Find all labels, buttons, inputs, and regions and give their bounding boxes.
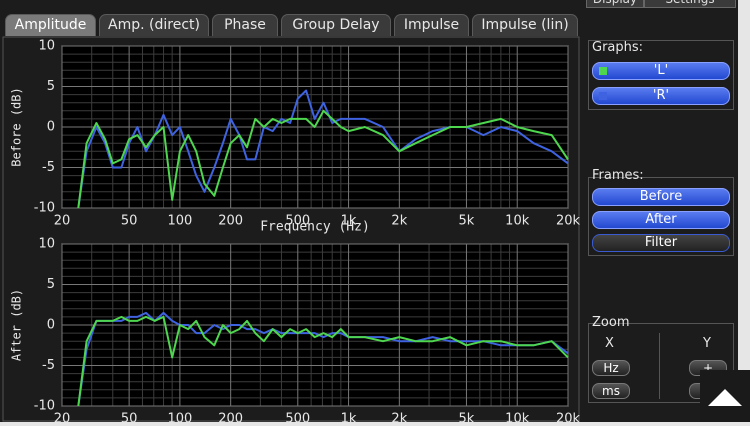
x-tick-label: 20k: [556, 214, 581, 229]
group-label: Frames:: [592, 168, 644, 183]
app-window: Amplitude Amp. (direct) Phase Group Dela…: [0, 0, 738, 422]
axis-label: X: [605, 336, 614, 351]
frame-button[interactable]: Before: [592, 188, 730, 206]
frame-button[interactable]: Filter: [592, 234, 730, 252]
x-tick-label: 200: [218, 412, 243, 423]
graph-label: 'L': [653, 63, 669, 78]
y-tick-label: 10: [38, 237, 55, 252]
side-tab[interactable]: Settings: [644, 0, 736, 8]
x-tick-label: 2k: [391, 214, 407, 229]
frames-group: [588, 177, 734, 256]
x-tick-label: 500: [285, 214, 310, 229]
x-tick-label: 1k: [341, 214, 357, 229]
y-tick-label: 10: [38, 39, 55, 54]
axis-label: Y: [703, 336, 711, 351]
y-tick-label: -5: [42, 160, 55, 175]
zoom-button[interactable]: ms: [592, 383, 630, 399]
graphs-group: [588, 40, 734, 110]
frame-button[interactable]: After: [592, 211, 730, 229]
y-axis-label: Before (dB): [10, 87, 24, 166]
legend-swatch: [599, 67, 607, 75]
x-tick-label: 2k: [391, 412, 407, 423]
x-tick-label: 100: [167, 214, 192, 229]
y-tick-label: 5: [47, 79, 55, 94]
tab[interactable]: Amplitude: [5, 14, 96, 36]
y-tick-label: 0: [47, 318, 55, 333]
y-tick-label: -5: [42, 358, 55, 373]
y-axis-label: After (dB): [10, 289, 24, 361]
x-tick-label: 50: [121, 214, 138, 229]
group-label: Zoom: [592, 315, 630, 330]
tab[interactable]: Phase: [212, 14, 278, 36]
x-tick-label: 20k: [556, 412, 581, 423]
tab[interactable]: Amp. (direct): [99, 14, 209, 36]
side-tab[interactable]: Display: [586, 0, 644, 8]
chart-frame: [2, 36, 580, 422]
zoom-button[interactable]: Hz: [592, 360, 630, 376]
y-tick-label: 0: [47, 120, 55, 135]
y-tick-label: -10: [34, 201, 55, 216]
x-tick-label: 20: [54, 412, 71, 423]
x-tick-label: 100: [167, 412, 192, 423]
series-line: [77, 109, 569, 209]
x-tick-label: 50: [121, 412, 138, 423]
charts: 20 50 100 200 500 1k 2k 5k 10k 20k-10-50510Freque…: [2, 36, 581, 423]
x-tick-label: 1k: [341, 412, 357, 423]
series-line: [77, 89, 569, 209]
x-axis-label: Frequency (Hz): [260, 220, 370, 235]
graph-button[interactable]: 'R': [592, 87, 730, 105]
group-label: Graphs:: [592, 40, 644, 55]
divider: [659, 333, 660, 399]
legend-swatch: [599, 92, 607, 100]
y-tick-label: -10: [34, 399, 55, 414]
x-tick-label: 10k: [505, 214, 530, 229]
graph-button[interactable]: 'L': [592, 62, 730, 80]
x-tick-label: 20: [54, 214, 71, 229]
zoom-group: [588, 323, 734, 403]
tab[interactable]: Impulse (lin): [472, 14, 578, 36]
arrow-icon: [708, 389, 742, 406]
tab[interactable]: Impulse: [394, 14, 469, 36]
x-tick-label: 200: [218, 214, 243, 229]
series-line: [77, 315, 569, 407]
arrow: [708, 389, 742, 406]
scroll-up-button[interactable]: [700, 370, 750, 422]
graph-label: 'R': [652, 88, 670, 103]
x-tick-label: 500: [285, 412, 310, 423]
y-tick-label: 5: [47, 277, 55, 292]
x-tick-label: 5k: [459, 214, 475, 229]
x-tick-label: 5k: [459, 412, 475, 423]
tab[interactable]: Group Delay: [281, 14, 391, 36]
x-tick-label: 10k: [505, 412, 530, 423]
